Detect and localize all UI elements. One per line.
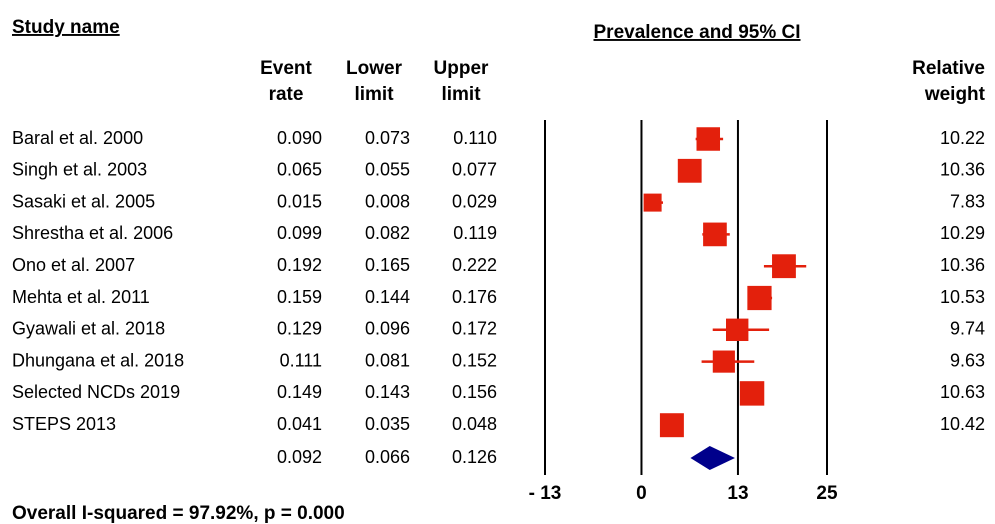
lower-limit: 0.055	[365, 160, 410, 180]
column-header: limit	[354, 84, 394, 105]
event-rate: 0.159	[277, 287, 322, 307]
study-name: Dhungana et al. 2018	[12, 350, 184, 370]
upper-limit: 0.156	[452, 382, 497, 402]
relative-weight: 9.63	[950, 350, 985, 370]
study-header: Study name	[12, 17, 120, 38]
upper-limit: 0.172	[452, 319, 497, 339]
lower-limit: 0.143	[365, 382, 410, 402]
effect-marker	[726, 318, 749, 342]
weight-header: Relative	[912, 58, 985, 79]
event-rate: 0.111	[280, 350, 322, 370]
column-header: Lower	[346, 58, 403, 79]
column-header: Event	[260, 58, 312, 79]
x-tick-label: 13	[727, 483, 748, 504]
upper-limit: 0.029	[452, 191, 497, 211]
footnote: Overall I-squared = 97.92%, p = 0.000	[12, 503, 345, 524]
effect-marker	[772, 254, 796, 279]
event-rate: 0.015	[277, 191, 322, 211]
study-name: Gyawali et al. 2018	[12, 319, 165, 339]
relative-weight: 10.53	[940, 287, 985, 307]
event-rate: 0.041	[277, 414, 322, 434]
summary-rate: 0.092	[277, 447, 322, 467]
upper-limit: 0.110	[453, 128, 497, 148]
chart-title: Prevalence and 95% CI	[594, 22, 801, 43]
x-tick-label: 25	[816, 483, 838, 504]
study-name: Baral et al. 2000	[12, 128, 143, 148]
study-name: Shrestha et al. 2006	[12, 223, 173, 243]
relative-weight: 10.63	[940, 382, 985, 402]
upper-limit: 0.152	[452, 350, 497, 370]
column-header: rate	[269, 84, 304, 105]
effect-marker	[739, 381, 765, 406]
lower-limit: 0.096	[365, 319, 410, 339]
event-rate: 0.129	[277, 319, 322, 339]
effect-marker	[696, 127, 721, 151]
upper-limit: 0.176	[452, 287, 497, 307]
study-name: Mehta et al. 2011	[12, 287, 150, 307]
weight-header: weight	[924, 84, 986, 105]
study-name: Singh et al. 2003	[12, 160, 147, 180]
x-tick-label: - 13	[529, 483, 562, 504]
study-name: Ono et al. 2007	[12, 255, 135, 275]
study-name: STEPS 2013	[12, 414, 116, 434]
lower-limit: 0.165	[365, 255, 410, 275]
column-header: Upper	[434, 58, 490, 79]
effect-marker	[643, 193, 662, 212]
event-rate: 0.065	[277, 160, 322, 180]
relative-weight: 9.74	[950, 319, 985, 339]
effect-marker	[703, 222, 727, 247]
lower-limit: 0.081	[365, 350, 410, 370]
relative-weight: 10.29	[940, 223, 985, 243]
upper-limit: 0.119	[453, 223, 497, 243]
study-name: Selected NCDs 2019	[12, 382, 180, 402]
relative-weight: 10.36	[940, 160, 985, 180]
relative-weight: 10.22	[940, 128, 985, 148]
event-rate: 0.090	[277, 128, 322, 148]
event-rate: 0.149	[277, 382, 322, 402]
upper-limit: 0.048	[452, 414, 497, 434]
effect-marker	[747, 285, 772, 311]
event-rate: 0.099	[277, 223, 322, 243]
effect-marker	[677, 158, 702, 183]
lower-limit: 0.144	[365, 287, 410, 307]
lower-limit: 0.073	[365, 128, 410, 148]
lower-limit: 0.035	[365, 414, 410, 434]
column-header: limit	[441, 84, 481, 105]
summary-diamond	[690, 446, 735, 470]
summary-upper: 0.126	[452, 447, 497, 467]
lower-limit: 0.082	[365, 223, 410, 243]
lower-limit: 0.008	[365, 191, 410, 211]
summary-lower: 0.066	[365, 447, 410, 467]
relative-weight: 10.42	[940, 414, 985, 434]
event-rate: 0.192	[277, 255, 322, 275]
x-tick-label: 0	[636, 483, 647, 504]
upper-limit: 0.222	[452, 255, 497, 275]
relative-weight: 7.83	[950, 191, 985, 211]
study-name: Sasaki et al. 2005	[12, 191, 155, 211]
upper-limit: 0.077	[452, 160, 497, 180]
relative-weight: 10.36	[940, 255, 985, 275]
effect-marker	[712, 350, 735, 373]
effect-marker	[659, 413, 684, 438]
